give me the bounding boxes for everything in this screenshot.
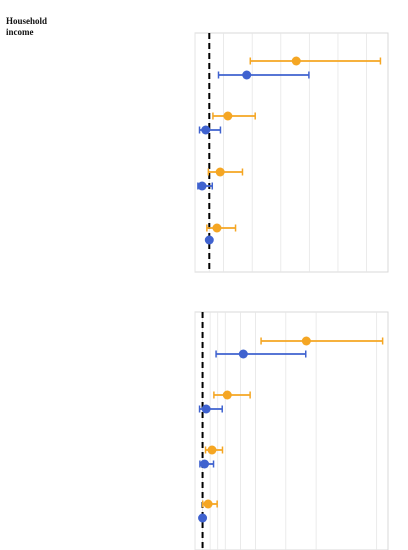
or-point	[238, 349, 248, 359]
or-point	[204, 235, 214, 245]
or-point	[222, 390, 232, 400]
or-point	[212, 223, 222, 233]
or-point	[197, 181, 207, 191]
or-point	[242, 70, 252, 80]
or-point	[201, 125, 211, 135]
or-point	[223, 111, 233, 121]
or-point	[200, 459, 210, 469]
panel-b	[194, 311, 389, 550]
group-header-line-2: income	[6, 27, 34, 37]
or-point	[301, 336, 311, 346]
or-point	[198, 513, 208, 523]
group-header-line-1: Household	[6, 16, 47, 26]
or-point	[291, 56, 301, 66]
or-point	[215, 167, 225, 177]
or-point	[207, 445, 217, 455]
or-point	[201, 404, 211, 414]
or-point	[203, 499, 213, 509]
